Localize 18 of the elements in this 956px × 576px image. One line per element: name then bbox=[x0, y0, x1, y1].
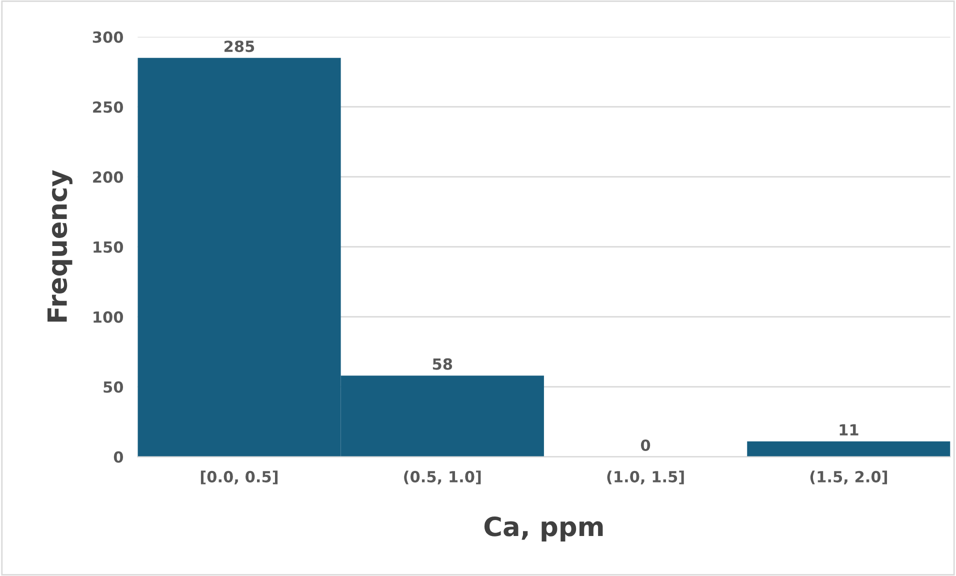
y-tick-label: 200 bbox=[93, 171, 124, 183]
x-tick-label: (1.5, 2.0] bbox=[810, 470, 887, 484]
y-tick-label: 50 bbox=[104, 381, 124, 393]
y-tick-label: 300 bbox=[92, 31, 124, 43]
x-tick-label: (1.0, 1.5] bbox=[607, 470, 684, 484]
x-tick-label: (0.5, 1.0] bbox=[404, 470, 481, 484]
data-label: 0 bbox=[640, 439, 650, 452]
y-tick-label: 0 bbox=[114, 451, 124, 463]
y-tick-label: 100 bbox=[94, 311, 124, 323]
y-tick-label: 250 bbox=[93, 101, 124, 113]
x-axis-title: Ca, ppm bbox=[484, 516, 603, 542]
bar bbox=[747, 441, 950, 457]
data-label: 58 bbox=[432, 358, 452, 370]
y-tick-label: 150 bbox=[94, 241, 124, 253]
y-axis-title: Frequency bbox=[48, 170, 72, 322]
x-tick-label: [0.0, 0.5] bbox=[200, 470, 278, 484]
data-label: 285 bbox=[224, 40, 254, 52]
data-label: 11 bbox=[840, 424, 858, 436]
